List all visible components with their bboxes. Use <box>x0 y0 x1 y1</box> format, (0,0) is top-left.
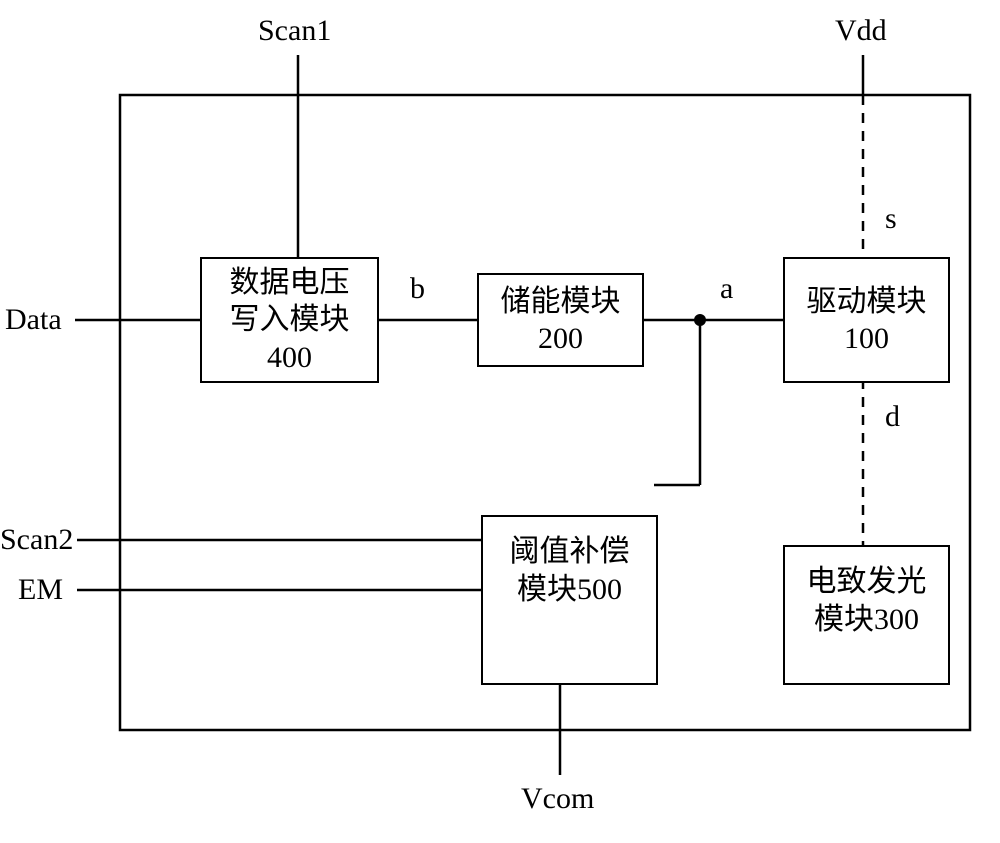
label-data: Data <box>5 303 62 337</box>
module-el-line1: 电致发光 <box>807 563 927 601</box>
label-node-b: b <box>410 272 425 306</box>
label-node-s: s <box>885 202 897 236</box>
label-em: EM <box>18 573 63 607</box>
module-el: 电致发光 模块300 <box>783 545 950 685</box>
module-storage: 储能模块 200 <box>477 273 644 367</box>
label-scan1: Scan1 <box>258 14 331 48</box>
module-data-write-num: 400 <box>267 339 312 377</box>
module-data-write-line2: 写入模块 <box>230 301 350 339</box>
module-drive-line1: 驱动模块 <box>807 283 927 321</box>
module-storage-num: 200 <box>538 320 583 358</box>
label-scan2: Scan2 <box>0 523 73 557</box>
module-drive-num: 100 <box>844 320 889 358</box>
module-data-write: 数据电压 写入模块 400 <box>200 257 379 383</box>
module-drive: 驱动模块 100 <box>783 257 950 383</box>
label-vdd: Vdd <box>835 14 887 48</box>
label-vcom: Vcom <box>521 782 594 816</box>
module-threshold: 阈值补偿 模块500 <box>481 515 658 685</box>
module-threshold-line1: 阈值补偿 <box>510 533 630 571</box>
label-node-a: a <box>720 272 733 306</box>
module-data-write-line1: 数据电压 <box>230 264 350 302</box>
node-a-dot <box>694 314 706 326</box>
module-el-line2: 模块300 <box>814 601 919 639</box>
module-storage-line1: 储能模块 <box>501 283 621 321</box>
label-node-d: d <box>885 400 900 434</box>
wiring-layer <box>0 0 1000 843</box>
module-threshold-line2: 模块500 <box>517 571 622 609</box>
diagram-canvas: Scan1 Vdd Data Scan2 EM Vcom b a s d 数据电… <box>0 0 1000 843</box>
